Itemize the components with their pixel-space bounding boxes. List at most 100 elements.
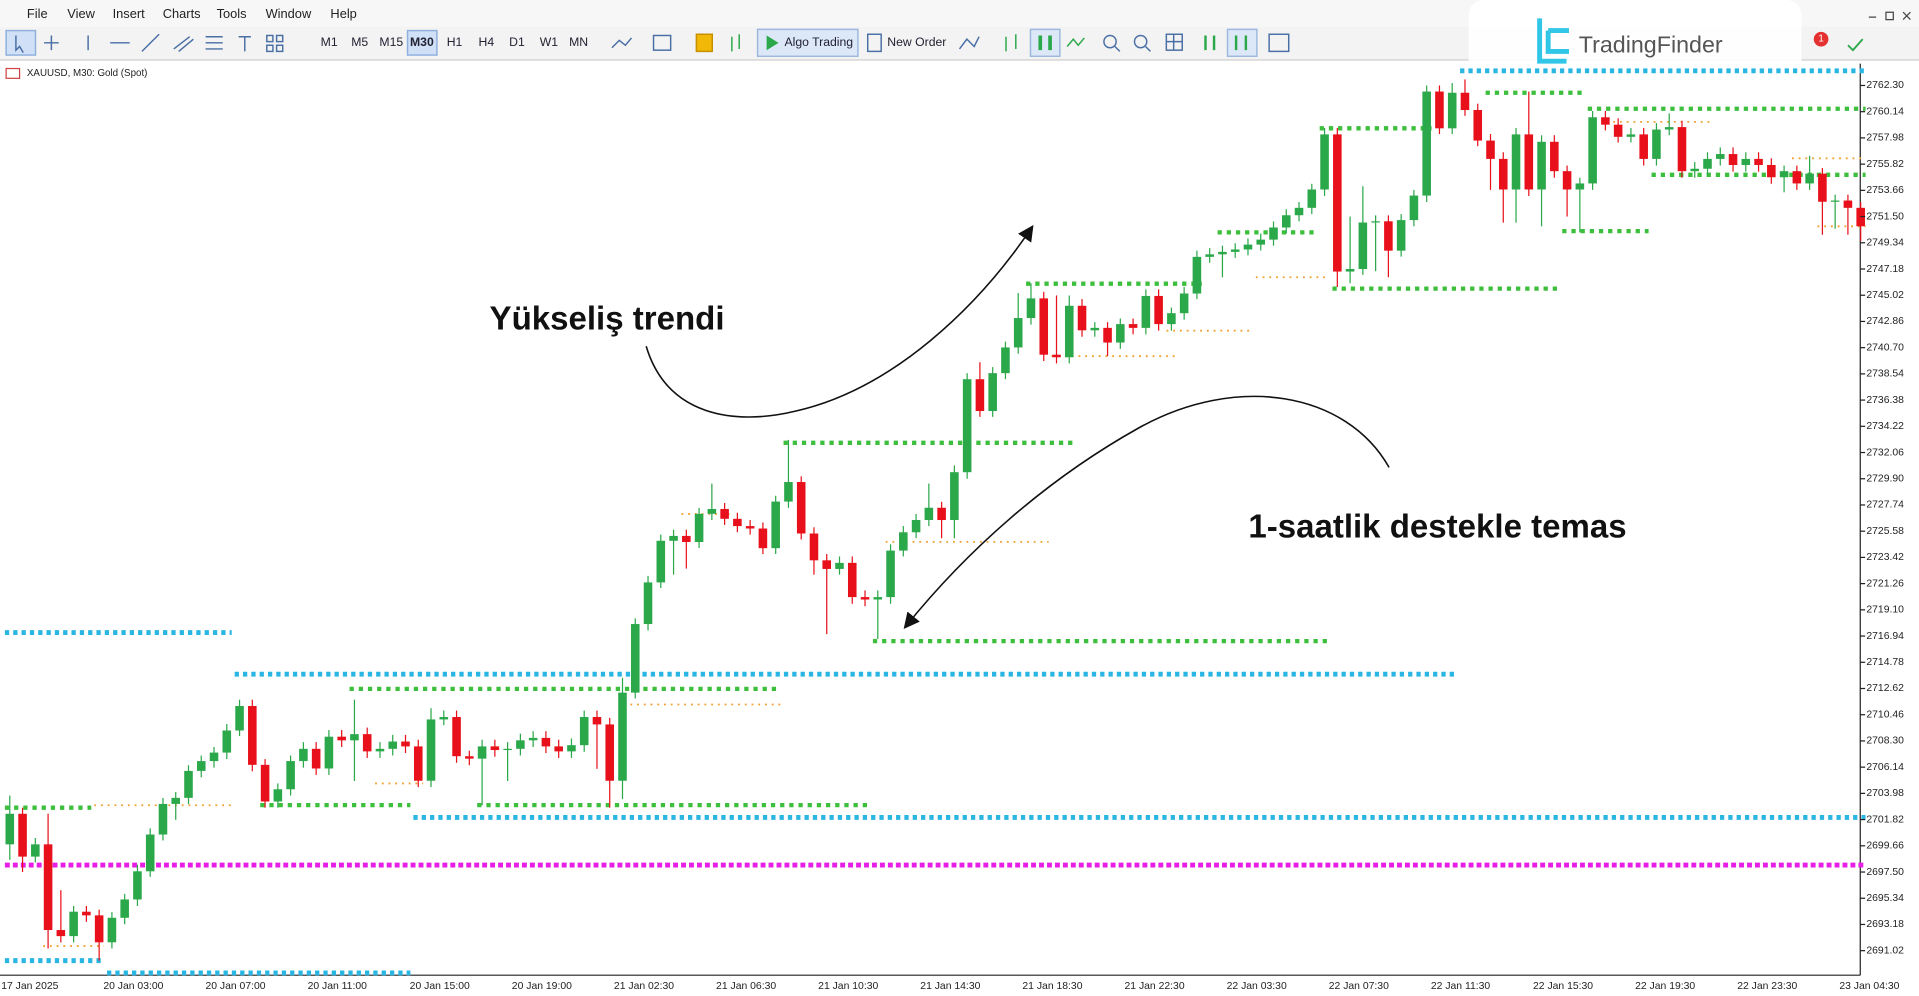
- candle-body: [1090, 327, 1100, 331]
- y-tick-label: 2699.66: [1866, 841, 1904, 852]
- candle-body: [273, 789, 283, 802]
- y-tick-label: 2714.78: [1866, 657, 1904, 668]
- timeframe-button[interactable]: M1: [321, 35, 338, 49]
- y-tick-label: 2712.62: [1866, 683, 1904, 694]
- x-tick-label: 21 Jan 10:30: [818, 981, 878, 992]
- timeframe-button[interactable]: W1: [540, 35, 559, 49]
- x-tick-label: 20 Jan 07:00: [205, 981, 265, 992]
- candle-body: [1805, 173, 1814, 184]
- menu-item[interactable]: View: [67, 6, 95, 21]
- x-tick-label: 21 Jan 18:30: [1022, 981, 1082, 992]
- y-tick-label: 2723.42: [1866, 552, 1904, 563]
- x-tick-label: 21 Jan 02:30: [614, 981, 674, 992]
- candle-body: [69, 911, 78, 937]
- menu-item[interactable]: Insert: [113, 6, 146, 21]
- candle-body: [1562, 171, 1572, 190]
- menu-item[interactable]: Window: [266, 6, 312, 21]
- candle-body: [784, 482, 793, 502]
- status-icon: [1847, 38, 1864, 52]
- timeframe-button[interactable]: D1: [509, 35, 525, 49]
- candle-body: [528, 737, 538, 741]
- candle-body: [1818, 173, 1827, 202]
- candle-body: [1639, 134, 1648, 159]
- candle-body: [1077, 305, 1087, 331]
- menu-item[interactable]: Charts: [163, 6, 201, 21]
- candle-body: [1371, 221, 1380, 223]
- window-controls[interactable]: [1868, 11, 1911, 21]
- candle-body: [1537, 141, 1546, 190]
- candle-body: [1652, 129, 1661, 159]
- candle-body: [1601, 117, 1610, 125]
- candle-body: [145, 834, 155, 872]
- candle-body: [171, 797, 181, 804]
- toolbar-icons[interactable]: [5, 28, 1290, 58]
- y-tick-label: 2755.82: [1866, 159, 1904, 170]
- candle-body: [1013, 318, 1023, 348]
- candle-body: [1320, 134, 1329, 190]
- x-tick-label: 22 Jan 15:30: [1533, 981, 1593, 992]
- candle-body: [1230, 249, 1240, 252]
- y-tick-label: 2706.14: [1866, 762, 1904, 773]
- timeframe-button[interactable]: MN: [569, 35, 588, 49]
- x-tick-label: 20 Jan 03:00: [103, 981, 163, 992]
- x-tick-label: 21 Jan 22:30: [1125, 981, 1185, 992]
- menu-item[interactable]: Help: [330, 6, 356, 21]
- notification-badge[interactable]: [1813, 31, 1829, 47]
- candle-body: [235, 705, 244, 731]
- candle-body: [350, 734, 359, 741]
- candle-body: [694, 513, 704, 542]
- new-order-button[interactable]: New Order: [887, 35, 946, 49]
- candle-body: [209, 752, 219, 762]
- timeframe-button[interactable]: M15: [379, 35, 403, 49]
- timeframe-button[interactable]: H4: [479, 35, 495, 49]
- y-tick-label: 2719.10: [1866, 605, 1904, 616]
- candle-body: [1103, 327, 1112, 343]
- y-tick-label: 2734.22: [1866, 421, 1904, 432]
- candle-body: [1741, 158, 1751, 165]
- candle-body: [196, 761, 206, 771]
- candle-body: [311, 748, 321, 769]
- candle-body: [43, 844, 53, 931]
- x-tick-label: 20 Jan 19:00: [512, 981, 572, 992]
- candle-body: [962, 379, 972, 473]
- candle-body: [707, 508, 717, 514]
- candle-body: [1486, 140, 1495, 159]
- candle-body: [1524, 134, 1534, 190]
- menu-item[interactable]: File: [27, 6, 48, 21]
- candle-body: [222, 730, 232, 753]
- candle-body: [886, 550, 895, 598]
- candle-body: [1690, 168, 1700, 172]
- candle-body: [1001, 347, 1010, 374]
- candle-body: [337, 736, 346, 741]
- timeframe-button[interactable]: M5: [351, 35, 368, 49]
- timeframe-button[interactable]: M30: [410, 35, 434, 49]
- candle-body: [822, 560, 832, 569]
- candle-body: [809, 533, 819, 561]
- annotation: 1-saatlik destekle temas: [1248, 508, 1626, 545]
- algo-trading-button[interactable]: Algo Trading: [784, 35, 853, 49]
- candle-body: [1128, 324, 1138, 328]
- y-tick-label: 2721.26: [1866, 578, 1904, 589]
- candle-body: [1205, 254, 1214, 257]
- candle-body: [771, 501, 780, 549]
- candle-body: [1435, 91, 1444, 129]
- candle-body: [133, 871, 142, 900]
- candle-body: [1498, 158, 1508, 190]
- candle-body: [1269, 227, 1278, 240]
- candle-body: [31, 844, 40, 857]
- candle-body: [324, 736, 334, 769]
- y-tick-label: 2693.18: [1866, 919, 1904, 930]
- candle-body: [835, 562, 844, 569]
- candle-body: [426, 719, 436, 781]
- timeframe-button[interactable]: H1: [447, 35, 463, 49]
- candle-body: [899, 532, 908, 551]
- candle-body: [1396, 220, 1406, 251]
- candle-body: [733, 518, 742, 527]
- candle-body: [1792, 171, 1802, 184]
- candle-body: [1333, 134, 1342, 272]
- candle-body: [950, 472, 959, 521]
- menu-item[interactable]: Tools: [217, 6, 247, 21]
- candle-body: [847, 562, 857, 598]
- candle-body: [1052, 354, 1061, 358]
- candle-body: [362, 734, 372, 752]
